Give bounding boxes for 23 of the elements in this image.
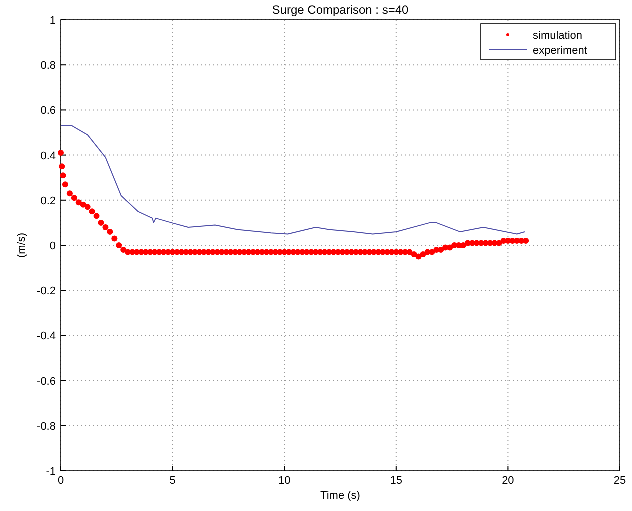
x-axis-title: Time (s) bbox=[320, 490, 360, 502]
y-tick-label: 0.8 bbox=[40, 60, 56, 72]
y-tick-label: -0.8 bbox=[37, 420, 56, 433]
y-tick-label: 1 bbox=[50, 15, 56, 27]
x-tick-label: 25 bbox=[614, 475, 626, 487]
legend-label: simulation bbox=[533, 30, 583, 42]
y-tick-label: 0.2 bbox=[40, 195, 56, 208]
y-axis-title: (m/s) bbox=[16, 232, 28, 258]
legend-label: experiment bbox=[533, 45, 588, 57]
y-tick-label: -1 bbox=[46, 466, 56, 478]
y-tick-label: -0.2 bbox=[37, 286, 56, 298]
x-tick-label: 10 bbox=[278, 475, 291, 487]
x-tick-label: 20 bbox=[502, 475, 514, 487]
y-tick-label: 0 bbox=[50, 240, 56, 252]
y-tick-label: 0.6 bbox=[40, 105, 56, 118]
line-series bbox=[60, 125, 526, 235]
y-tick-label: -0.4 bbox=[37, 330, 56, 343]
x-tick-label: 0 bbox=[58, 475, 64, 487]
y-tick-label: 0.4 bbox=[40, 150, 56, 162]
x-tick-label: 5 bbox=[170, 475, 176, 487]
chart-title: Surge Comparison : s=40 bbox=[272, 3, 410, 17]
x-tick-label: 15 bbox=[390, 475, 403, 487]
y-tick-label: -0.6 bbox=[37, 376, 56, 388]
